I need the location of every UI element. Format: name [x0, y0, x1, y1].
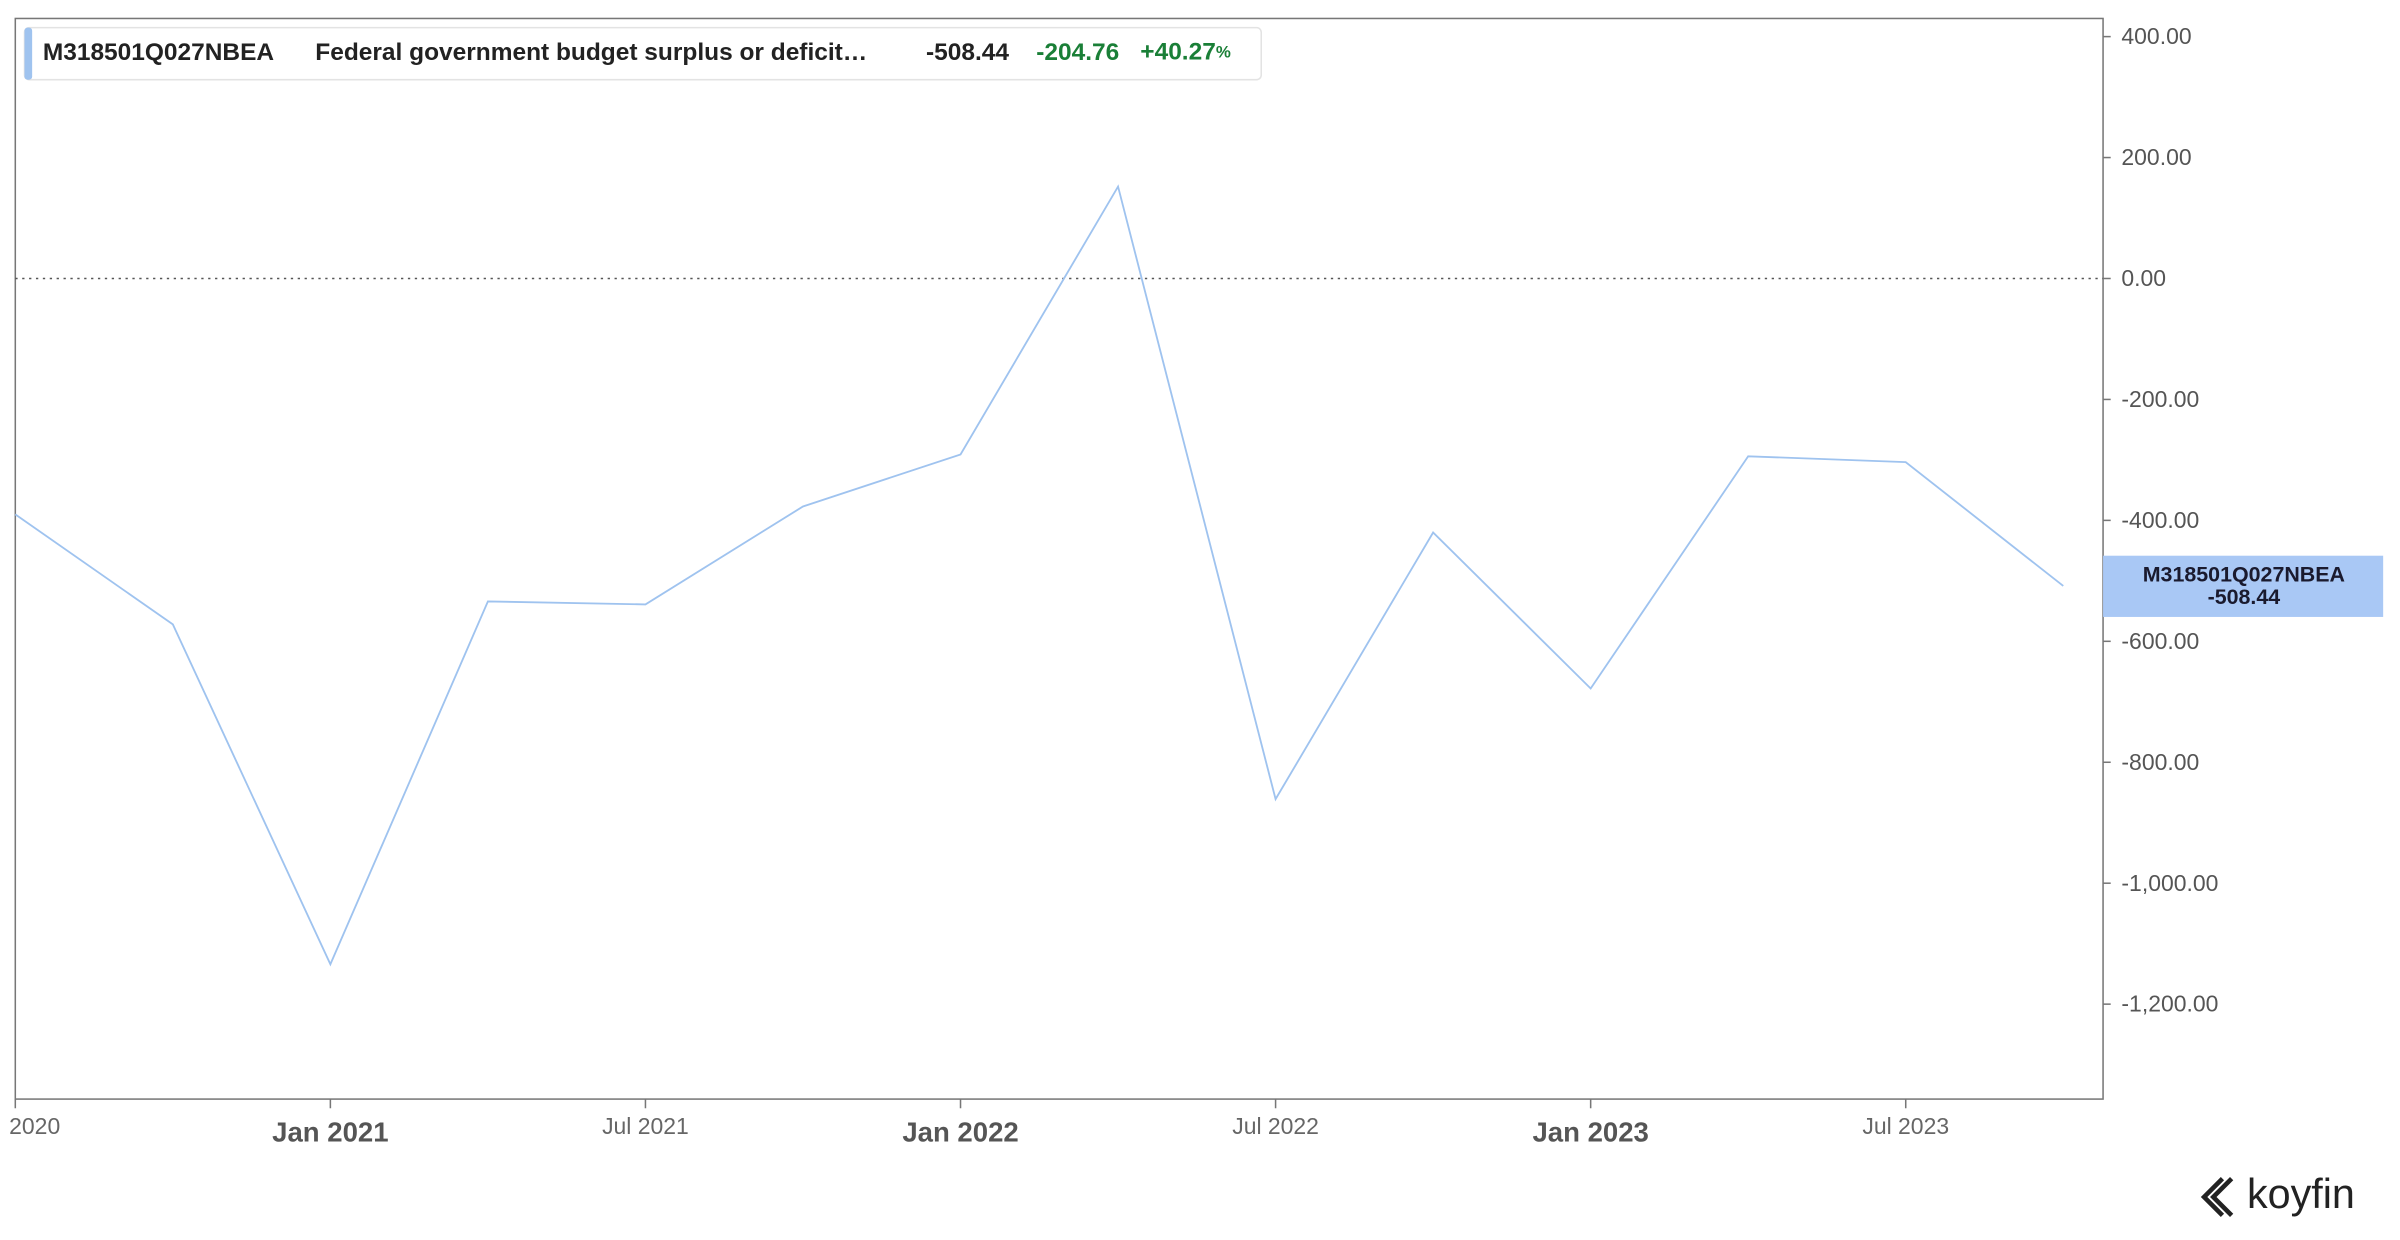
x-tick-label: Jan 2022	[902, 1117, 1018, 1148]
y-tick-label: -400.00	[2121, 507, 2199, 533]
x-tick-label: Jan 2021	[272, 1117, 388, 1148]
x-tick-label: Jan 2023	[1532, 1117, 1648, 1148]
change-pct-value: +40.27	[1140, 39, 1216, 66]
last-value: -508.44	[926, 39, 1009, 66]
y-tick-label: 200.00	[2121, 144, 2191, 170]
brand-logo	[2200, 1177, 2234, 1218]
y-tick-label: -1,200.00	[2121, 991, 2218, 1017]
plot-area: 400.00 200.00 0.00 -200.00 -400.00 -600.00 -80…	[9, 23, 2218, 1147]
x-tick-label: Jul 2022	[1232, 1113, 1319, 1139]
brand: koyfin	[2247, 1171, 2355, 1217]
y-tick-label: 400.00	[2121, 23, 2191, 49]
legend-swatch	[24, 27, 33, 80]
series-title: Federal government budget surplus or def…	[315, 39, 867, 66]
y-tick-label: -1,000.00	[2121, 870, 2218, 896]
series-line	[14, 184, 2064, 967]
change-pct-unit: %	[1216, 43, 1231, 62]
x-tick-label: 2020	[9, 1113, 60, 1139]
change: -204.76	[1036, 39, 1119, 66]
plot-frame	[14, 17, 2104, 1100]
y-tick-label: -600.00	[2121, 628, 2199, 654]
change-pct: +40.27%	[1140, 39, 1231, 66]
x-tick-label: Jul 2023	[1862, 1113, 1949, 1139]
badge-name: M318501Q027NBEA	[2143, 562, 2345, 586]
y-tick-label: -800.00	[2121, 749, 2199, 775]
y-tick-label: -200.00	[2121, 386, 2199, 412]
last-value-badge	[2103, 555, 2384, 617]
badge-value: -508.44	[2208, 585, 2281, 609]
y-tick-label: 0.00	[2121, 265, 2166, 291]
x-tick-label: Jul 2021	[602, 1113, 689, 1139]
series-code: M318501Q027NBEA	[43, 39, 275, 66]
